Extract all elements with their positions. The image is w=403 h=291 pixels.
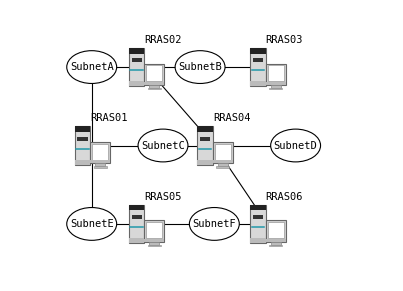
Bar [129,81,144,86]
Ellipse shape [67,207,116,240]
Bar [250,205,266,243]
Bar [266,63,286,85]
Bar [144,63,164,85]
Bar [148,245,161,246]
Bar [268,222,284,238]
Text: RRAS01: RRAS01 [90,113,128,123]
Bar [250,48,266,54]
Bar [146,65,162,81]
Bar [271,242,280,245]
Bar [129,205,144,243]
Bar [197,126,213,165]
Bar [215,144,231,160]
Bar [253,58,263,63]
Bar [75,126,90,132]
Bar [250,48,266,86]
Bar [271,85,280,88]
Bar [129,205,144,210]
Bar [144,239,164,242]
Bar [144,220,164,242]
Bar [200,137,210,141]
Bar [150,85,160,88]
Bar [90,160,110,163]
Bar [197,160,213,165]
Bar [144,82,164,85]
Ellipse shape [138,129,188,162]
Bar [213,160,233,163]
Text: SubnetC: SubnetC [141,141,185,150]
Ellipse shape [271,129,320,162]
Bar [146,222,162,238]
Text: RRAS03: RRAS03 [266,35,303,45]
Text: RRAS04: RRAS04 [213,113,250,123]
Bar [250,238,266,243]
Bar [266,239,286,242]
Bar [197,126,213,132]
Bar [129,48,144,86]
Bar [92,144,108,160]
Bar [129,238,144,243]
Text: RRAS06: RRAS06 [266,192,303,202]
Bar [268,65,284,81]
Bar [95,163,105,166]
Bar [148,88,161,89]
Bar [253,215,263,219]
Bar [131,58,142,63]
Text: SubnetB: SubnetB [178,62,222,72]
Bar [129,48,144,54]
Bar [218,163,228,166]
Ellipse shape [189,207,239,240]
Bar [250,81,266,86]
Ellipse shape [67,51,116,84]
Bar [94,166,107,168]
Bar [131,215,142,219]
Bar [150,242,160,245]
Text: SubnetF: SubnetF [193,219,236,229]
Bar [266,220,286,242]
Text: SubnetD: SubnetD [274,141,318,150]
Bar [213,142,233,163]
Text: RRAS05: RRAS05 [144,192,182,202]
Bar [90,142,110,163]
Bar [269,245,282,246]
Bar [77,137,87,141]
Ellipse shape [175,51,225,84]
Bar [250,205,266,210]
Bar [269,88,282,89]
Bar [75,126,90,165]
Text: SubnetA: SubnetA [70,62,114,72]
Bar [75,160,90,165]
Bar [266,82,286,85]
Bar [216,166,229,168]
Text: SubnetE: SubnetE [70,219,114,229]
Text: RRAS02: RRAS02 [144,35,182,45]
